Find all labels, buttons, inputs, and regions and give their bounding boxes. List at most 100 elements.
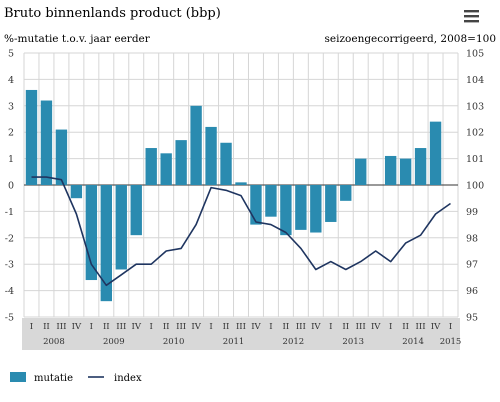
x-quarter-label: I: [150, 322, 153, 332]
mutatie-bar: [25, 89, 38, 185]
y-left-tick-label: -2: [5, 233, 14, 244]
x-quarter-label: III: [356, 322, 366, 332]
x-quarter-label: IV: [251, 322, 261, 332]
x-quarter-label: III: [56, 322, 66, 332]
x-quarter-label: I: [269, 322, 272, 332]
x-quarter-label: II: [223, 322, 230, 332]
mutatie-bar: [340, 185, 352, 201]
x-year-label: 2014: [402, 337, 424, 347]
y-left-tick-label: -3: [5, 260, 14, 271]
x-year-label: 2010: [163, 337, 185, 347]
y-right-tick-label: 104: [466, 75, 484, 86]
mutatie-bar: [130, 185, 142, 236]
x-quarter-label: IV: [131, 322, 141, 332]
x-quarter-label: II: [402, 322, 409, 332]
x-year-label: 2009: [103, 337, 125, 347]
x-quarter-label: I: [389, 322, 392, 332]
mutatie-bar: [295, 185, 307, 230]
y-left-tick-label: 5: [8, 49, 14, 60]
y-right-tick-label: 100: [466, 181, 484, 192]
mutatie-bar: [265, 185, 277, 217]
mutatie-bar: [310, 185, 322, 233]
x-year-label: 2011: [223, 337, 245, 347]
y-right-tick-label: 102: [466, 128, 484, 139]
mutatie-bar: [175, 140, 187, 185]
x-year-label: 2008: [43, 337, 65, 347]
y-right-tick-label: 99: [466, 207, 478, 218]
mutatie-bar: [70, 185, 83, 199]
y-right-tick-label: 95: [466, 313, 478, 324]
x-quarter-label: II: [103, 322, 110, 332]
y-left-tick-label: 1: [8, 154, 14, 165]
mutatie-bar: [145, 148, 157, 185]
mutatie-bar: [220, 142, 232, 185]
x-quarter-label: III: [176, 322, 186, 332]
y-left-tick-label: -1: [5, 207, 14, 218]
x-quarter-label: I: [30, 322, 33, 332]
x-quarter-label: IV: [371, 322, 381, 332]
legend-mutatie-label: mutatie: [34, 373, 73, 384]
y-right-tick-label: 96: [466, 286, 478, 297]
index-line: [31, 176, 451, 287]
x-quarter-label: I: [329, 322, 332, 332]
x-quarter-label: I: [90, 322, 93, 332]
y-right-tick-label: 105: [466, 49, 484, 60]
right-axis-title: seizoengecorrigeerd, 2008=100: [325, 33, 496, 45]
x-quarter-label: IV: [431, 322, 441, 332]
legend-mutatie-swatch: [10, 372, 26, 382]
y-left-tick-label: 4: [8, 75, 14, 86]
x-year-label: 2013: [342, 337, 364, 347]
mutatie-bar: [235, 182, 247, 185]
y-left-tick-label: -5: [5, 313, 14, 324]
x-quarter-label: I: [209, 322, 212, 332]
x-quarter-label: IV: [311, 322, 321, 332]
hamburger-menu-icon[interactable]: [464, 10, 479, 23]
y-left-tick-label: -4: [5, 286, 14, 297]
x-quarter-label: II: [43, 322, 50, 332]
mutatie-bar: [414, 148, 427, 185]
legend: mutatie index: [10, 372, 142, 384]
chart-title: Bruto binnenlands product (bbp): [4, 6, 221, 21]
y-left-tick-label: 0: [8, 181, 14, 192]
mutatie-bars: [25, 89, 442, 302]
x-quarter-label: I: [449, 322, 452, 332]
index-line-group: [31, 176, 451, 287]
right-y-axis: 105 104 103 102 101 100 99 98 97 96 95: [466, 49, 484, 324]
y-right-tick-label: 103: [466, 101, 484, 112]
y-right-tick-label: 98: [466, 233, 478, 244]
y-right-tick-label: 101: [466, 154, 484, 165]
y-left-tick-label: 3: [8, 101, 14, 112]
mutatie-bar: [115, 185, 127, 270]
x-quarter-label: III: [116, 322, 126, 332]
mutatie-bar: [355, 158, 367, 185]
x-quarter-label: IV: [191, 322, 201, 332]
left-axis-title: %-mutatie t.o.v. jaar eerder: [4, 33, 151, 45]
x-year-label: 2012: [283, 337, 305, 347]
x-quarter-label: II: [283, 322, 290, 332]
x-quarter-label: IV: [72, 322, 82, 332]
mutatie-bar: [160, 153, 172, 185]
mutatie-bar: [205, 126, 217, 185]
mutatie-bar: [429, 121, 442, 185]
x-axis-band-bg: [22, 318, 460, 350]
y-left-tick-label: 2: [8, 128, 14, 139]
x-axis-labels: I II III IV I II III IV I II III IV I II III IV I II III IV…: [30, 322, 462, 347]
mutatie-bar: [250, 185, 262, 225]
mutatie-bar: [384, 155, 397, 185]
x-quarter-label: II: [342, 322, 349, 332]
x-axis-band: [22, 318, 460, 350]
x-quarter-label: II: [163, 322, 170, 332]
x-quarter-label: III: [236, 322, 246, 332]
mutatie-bar: [399, 158, 412, 185]
mutatie-bar: [280, 185, 292, 236]
mutatie-bar: [40, 100, 53, 185]
x-year-label: 2015: [440, 337, 462, 347]
x-quarter-label: III: [416, 322, 426, 332]
legend-index-label: index: [114, 373, 142, 384]
mutatie-bar: [55, 129, 68, 185]
mutatie-bar: [100, 185, 112, 302]
x-quarter-label: III: [296, 322, 306, 332]
mutatie-bar: [325, 185, 337, 222]
y-right-tick-label: 97: [466, 260, 478, 271]
